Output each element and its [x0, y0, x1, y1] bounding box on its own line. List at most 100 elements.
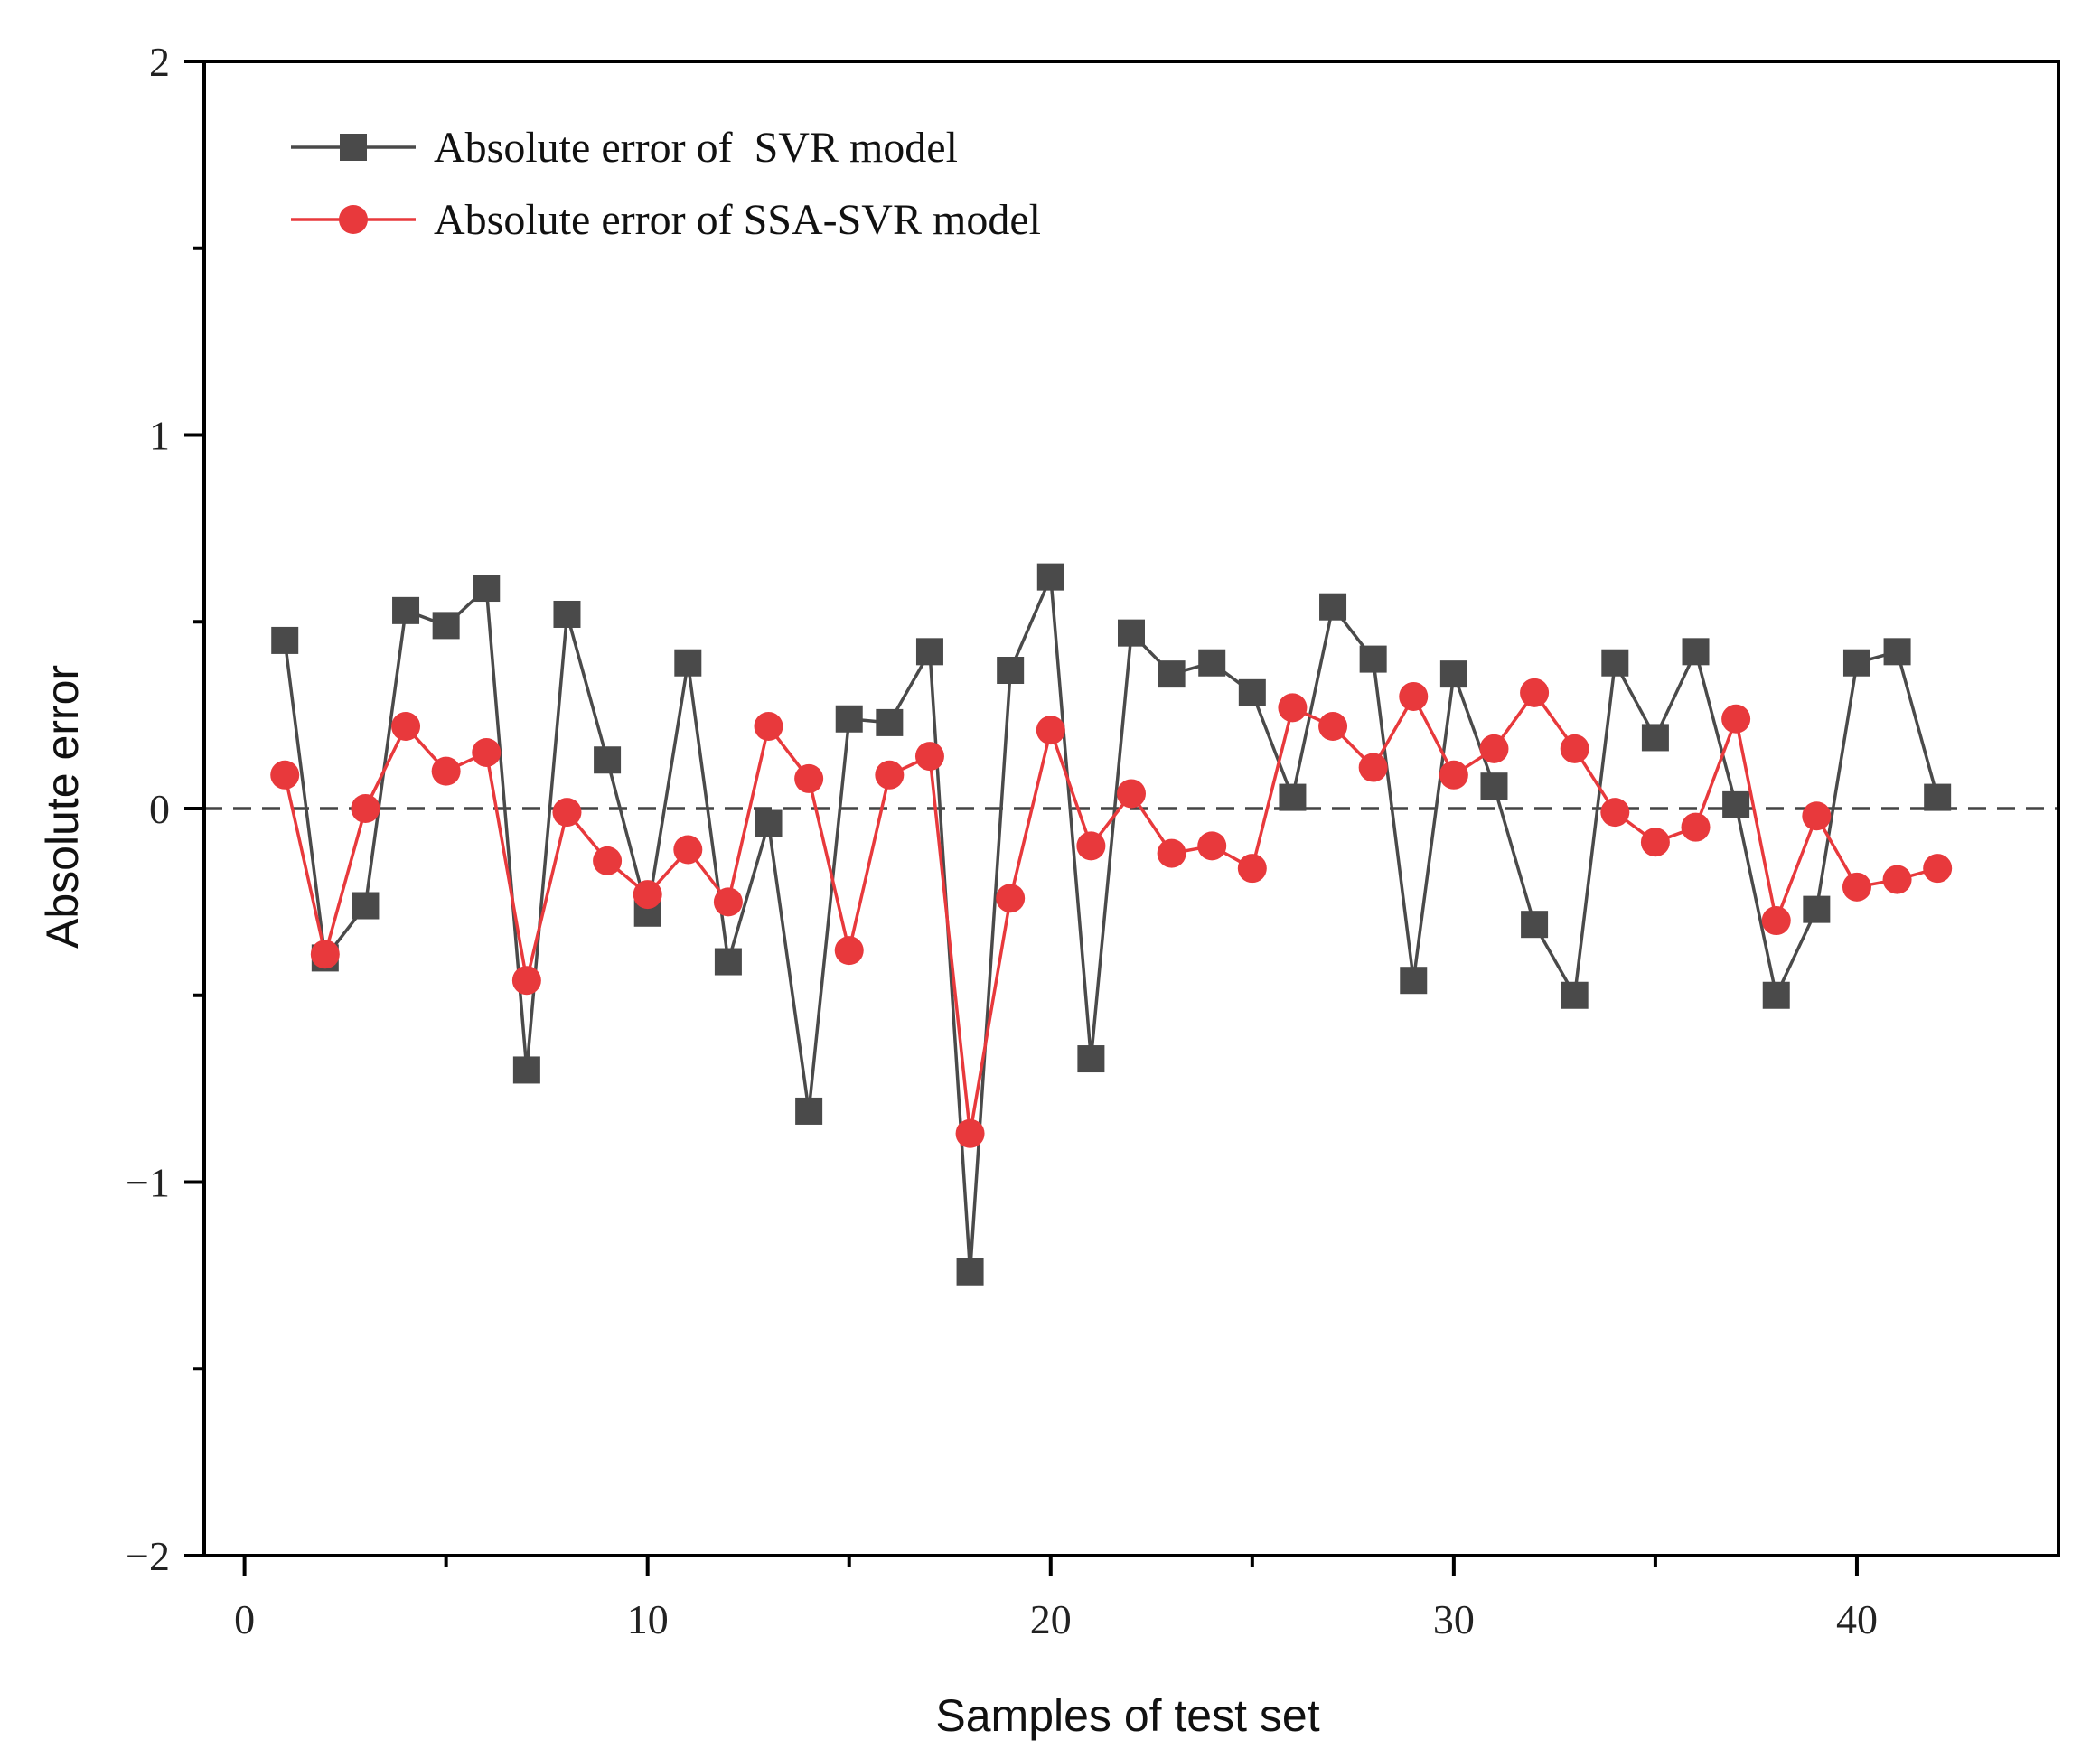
svr-point	[1480, 772, 1508, 800]
ssa-svr-point	[1761, 906, 1791, 936]
ssa-svr-point	[955, 1118, 985, 1148]
ssa-svr-point	[633, 880, 662, 910]
svr-point	[392, 596, 420, 624]
svr-point	[1641, 724, 1669, 752]
x-tick-label: 30	[1433, 1596, 1475, 1642]
series-1-line	[283, 575, 1939, 1272]
ssa-svr-point	[1600, 798, 1630, 828]
legend-label: Absolute error of SSA-SVR model	[434, 196, 1041, 244]
svr-point	[876, 708, 904, 736]
ssa-svr-point	[834, 936, 864, 966]
ssa-svr-point	[673, 835, 703, 865]
legend-circle-marker	[339, 205, 368, 234]
ssa-svr-point	[552, 798, 582, 828]
ssa-svr-point	[1036, 716, 1065, 745]
ssa-svr-point	[1197, 831, 1227, 861]
svr-point	[1319, 593, 1347, 621]
axes-layer: 0 10 20 30 40 −2 −1 0 1 2	[126, 39, 2060, 1642]
svr-point	[1682, 638, 1710, 666]
ssa-svr-point	[1721, 704, 1751, 734]
svr-point	[1439, 660, 1467, 688]
ssa-svr-point	[511, 966, 541, 996]
svr-point	[835, 705, 863, 733]
series-layer	[270, 563, 1953, 1286]
svr-point	[1883, 638, 1911, 666]
x-axis-title: Samples of test set	[935, 1690, 1319, 1741]
ssa-svr-point	[1358, 753, 1388, 782]
svr-point	[553, 600, 581, 628]
ssa-svr-point	[1439, 760, 1468, 790]
legend-square-marker	[340, 134, 367, 161]
ssa-svr-point	[875, 760, 905, 790]
y-tick-label: −2	[126, 1533, 170, 1579]
svr-point	[594, 746, 622, 774]
y-tick-label: 0	[149, 786, 170, 832]
svr-point	[1521, 911, 1549, 939]
ssa-svr-point	[1157, 838, 1186, 868]
svr-point	[915, 638, 943, 666]
x-tick-label: 40	[1836, 1596, 1878, 1642]
ssa-svr-point	[1882, 865, 1912, 894]
ssa-svr-point	[351, 794, 380, 823]
ssa-svr-point	[1117, 779, 1146, 809]
ssa-svr-point	[1278, 693, 1308, 723]
legend-item-1: Absolute error of SVR model	[291, 124, 958, 172]
ssa-svr-point	[1237, 854, 1267, 884]
ssa-svr-point	[270, 760, 300, 790]
svr-point	[1077, 1045, 1105, 1073]
ssa-svr-point	[1479, 734, 1509, 763]
svr-point	[473, 575, 501, 603]
ssa-svr-point	[1076, 831, 1106, 861]
ssa-svr-point	[310, 940, 340, 969]
svr-point	[755, 809, 783, 837]
svr-point	[432, 612, 460, 640]
ssa-svr-point	[431, 756, 461, 786]
legend-label: Absolute error of SVR model	[434, 124, 958, 172]
ssa-svr-point	[1318, 712, 1348, 742]
ssa-svr-point	[713, 887, 743, 917]
ssa-svr-point	[1842, 872, 1871, 902]
svr-point	[795, 1097, 823, 1125]
svr-point	[1924, 783, 1952, 811]
x-tick-label: 10	[627, 1596, 669, 1642]
svr-point	[1842, 649, 1870, 677]
x-tick-label: 0	[234, 1596, 255, 1642]
svr-point	[1158, 660, 1186, 688]
y-tick-label: 2	[149, 39, 170, 85]
legend: Absolute error of SVR model Absolute erro…	[291, 124, 1041, 244]
ssa-svr-point	[754, 712, 783, 742]
ssa-svr-point	[1681, 812, 1711, 842]
ssa-svr-point	[996, 884, 1026, 913]
svr-point	[1036, 563, 1064, 591]
ssa-svr-point	[1923, 854, 1953, 884]
ssa-svr-point	[391, 712, 421, 742]
svr-point	[1601, 649, 1629, 677]
svr-point	[1359, 645, 1387, 673]
svr-point	[1279, 783, 1307, 811]
series-1	[271, 563, 1952, 1286]
series-2	[270, 678, 1953, 1148]
svr-point	[271, 626, 299, 654]
ssa-svr-point	[794, 763, 824, 793]
svr-point	[1118, 619, 1145, 647]
svr-point	[956, 1258, 984, 1286]
ssa-svr-point	[472, 737, 502, 767]
ssa-svr-point	[1802, 801, 1832, 831]
svr-point	[1803, 895, 1831, 923]
svr-point	[1722, 790, 1750, 818]
ssa-svr-point	[1560, 734, 1589, 763]
y-tick-label: 1	[149, 413, 170, 459]
y-axis-title: Absolute error	[37, 665, 88, 949]
svr-point	[1762, 981, 1790, 1009]
svr-point	[674, 649, 702, 677]
y-tick-label: −1	[126, 1160, 170, 1206]
svr-point	[1198, 649, 1226, 677]
ssa-svr-point	[593, 846, 623, 875]
svr-point	[512, 1056, 540, 1084]
ssa-svr-point	[1399, 681, 1429, 711]
x-tick-label: 20	[1030, 1596, 1072, 1642]
svr-point	[352, 892, 380, 920]
svr-point	[1238, 678, 1266, 706]
svr-point	[997, 657, 1025, 685]
